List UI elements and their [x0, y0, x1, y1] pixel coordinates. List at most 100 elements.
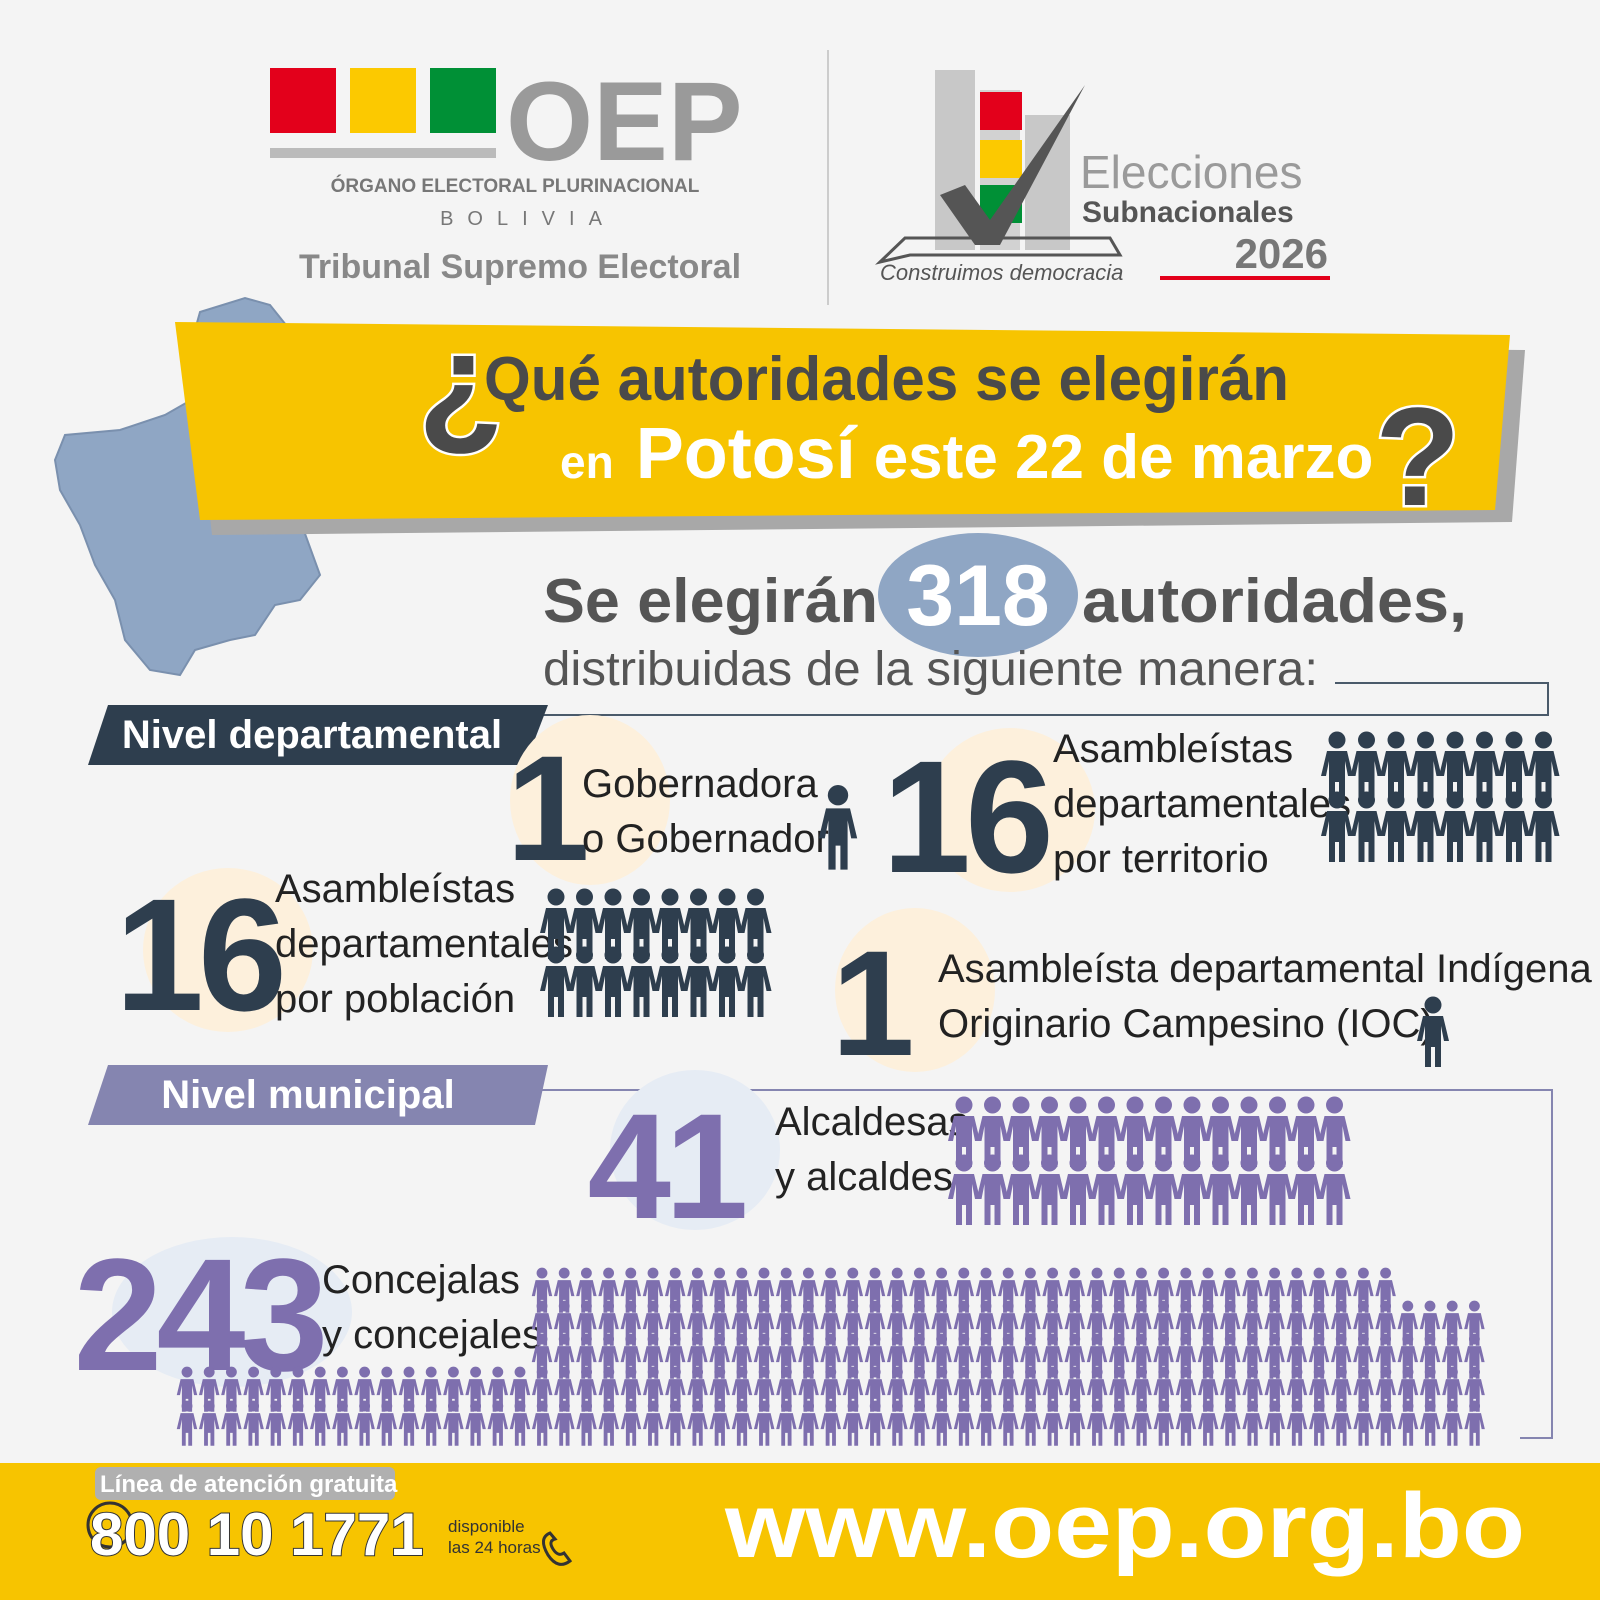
person-body — [1197, 1313, 1219, 1346]
person-body — [953, 1313, 975, 1346]
person-body — [931, 1313, 952, 1346]
person-body — [1197, 1280, 1219, 1313]
person-body — [332, 1413, 353, 1446]
person-body — [625, 908, 658, 959]
person-body — [620, 1313, 642, 1346]
person-head — [580, 1267, 592, 1279]
person-body — [1219, 1313, 1241, 1346]
person-head — [1446, 731, 1464, 749]
person-body — [739, 908, 772, 959]
logo-bar — [270, 148, 496, 158]
person-body — [731, 1313, 753, 1346]
slogan: Construimos democracia — [880, 260, 1123, 285]
person-body — [1375, 1413, 1397, 1446]
person-head — [913, 1267, 925, 1279]
person-body — [221, 1413, 242, 1446]
person-body — [1064, 1346, 1086, 1379]
person-body — [642, 1280, 664, 1313]
person-body — [687, 1280, 708, 1313]
person-body — [909, 1280, 930, 1313]
person-head — [558, 1267, 570, 1279]
person-head — [248, 1366, 260, 1378]
person-icons — [948, 1096, 1351, 1225]
person-body — [1264, 1346, 1285, 1379]
person-body — [576, 1313, 597, 1346]
person-body — [909, 1379, 930, 1412]
person-body — [975, 1313, 997, 1346]
item-bg — [925, 728, 1095, 892]
person-body — [1397, 1346, 1419, 1379]
person-body — [598, 1346, 619, 1379]
person-head — [492, 1366, 504, 1378]
person-body — [1397, 1413, 1419, 1446]
banner-line2: en Potosí este 22 de marzo — [560, 414, 1373, 494]
person-body — [1290, 1174, 1322, 1225]
person-body — [1419, 1379, 1441, 1412]
person-body — [1064, 1413, 1086, 1446]
person-head — [1246, 1267, 1258, 1279]
person-body — [1264, 1379, 1286, 1412]
person-body — [1464, 1313, 1485, 1346]
logo-yellow — [350, 68, 416, 133]
person-body — [776, 1413, 797, 1446]
person-body — [1286, 1379, 1308, 1412]
person-head — [747, 888, 764, 906]
person-body — [287, 1413, 309, 1446]
person-body — [1176, 1174, 1208, 1225]
item-label: Asambleísta departamental Indígena — [938, 947, 1593, 991]
person-body — [931, 1280, 952, 1313]
person-body — [1175, 1413, 1197, 1446]
item-bg — [610, 1070, 780, 1230]
person-head — [1387, 731, 1405, 749]
person-body — [1442, 1413, 1463, 1446]
hotline-label: Línea de atención gratuita — [100, 1471, 398, 1498]
person-body — [1286, 1346, 1308, 1379]
summary-lead: Se elegirán — [543, 567, 878, 636]
person-head — [1328, 731, 1346, 749]
section-title: Nivel departamental — [122, 713, 502, 757]
person-body — [1175, 1346, 1197, 1379]
person-body — [1197, 1379, 1219, 1412]
item-count: 1 — [506, 724, 586, 892]
person-body — [597, 966, 629, 1017]
person-body — [1318, 1174, 1351, 1225]
person-head — [1240, 1096, 1258, 1114]
item-label: Asambleístas — [1053, 727, 1293, 771]
person-body — [798, 1413, 819, 1446]
person-head — [1202, 1267, 1214, 1279]
item-label: y alcaldes — [775, 1155, 953, 1199]
person-head — [625, 1267, 637, 1279]
person-body — [1090, 1116, 1123, 1167]
person-body — [1264, 1413, 1286, 1446]
person-body — [1375, 1313, 1396, 1346]
person-head — [1180, 1267, 1192, 1279]
person-body — [709, 1280, 730, 1313]
person-head — [576, 888, 593, 906]
person-body — [1419, 1313, 1441, 1346]
person-body — [642, 1413, 664, 1446]
item-count: 243 — [74, 1225, 324, 1404]
person-body — [1062, 1116, 1094, 1167]
person-icons — [818, 785, 858, 870]
person-body — [1464, 1379, 1485, 1412]
person-body — [509, 1413, 531, 1446]
person-body — [1005, 1116, 1037, 1167]
person-head — [869, 1267, 881, 1279]
person-body — [1308, 1280, 1330, 1313]
person-body — [1042, 1313, 1063, 1346]
person-body — [931, 1379, 953, 1412]
person-body — [1375, 1346, 1396, 1379]
person-body — [909, 1346, 930, 1379]
person-body — [1109, 1413, 1130, 1446]
person-body — [540, 908, 572, 959]
person-body — [1464, 1346, 1485, 1379]
person-body — [1318, 1116, 1351, 1167]
person-head — [381, 1366, 393, 1378]
person-body — [1147, 1174, 1180, 1225]
person-body — [1086, 1379, 1108, 1412]
item-bg — [510, 715, 670, 885]
person-body — [243, 1413, 264, 1446]
